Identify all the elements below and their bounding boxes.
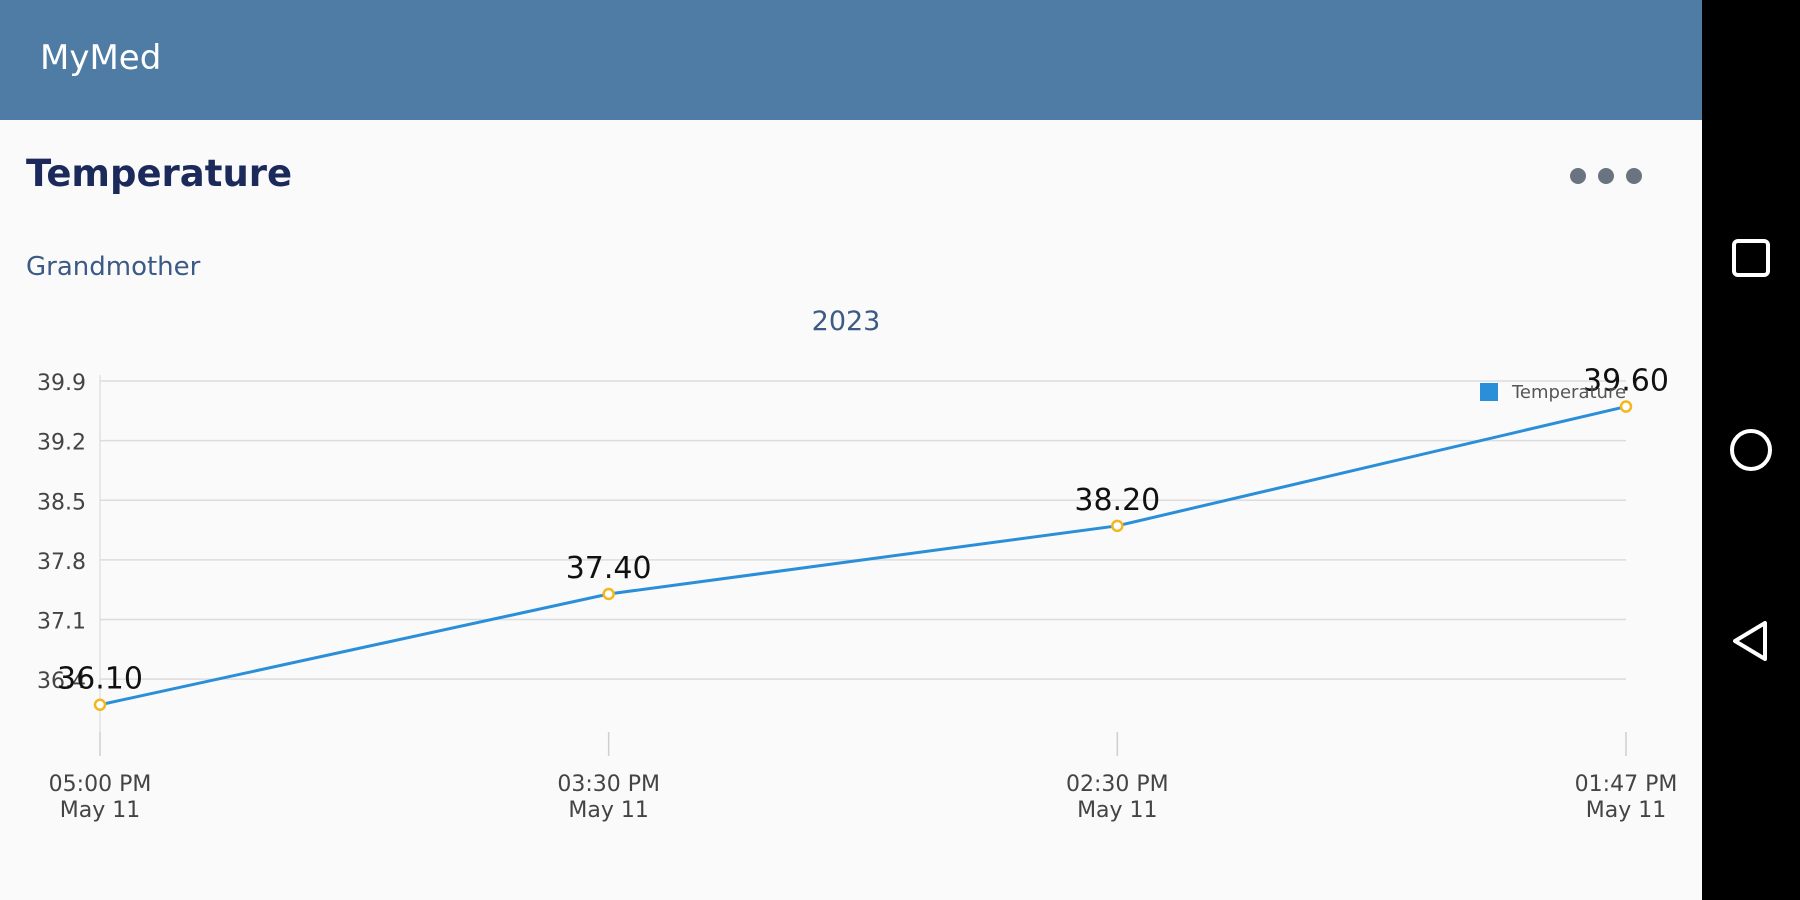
data-label: 36.10 [57,662,143,697]
y-tick-label: 38.5 [37,490,86,515]
more-options-button[interactable] [1570,160,1642,192]
x-tick-label: 03:30 PM May 11 [557,772,660,823]
data-point [1111,519,1124,533]
back-button[interactable] [1702,596,1800,686]
data-point [602,587,615,601]
app-title: MyMed [40,38,162,78]
legend-label: Temperature [1511,382,1626,403]
system-navigation-bar [1702,0,1800,900]
triangle-back-icon [1733,621,1767,661]
more-horizontal-icon [1570,168,1586,184]
square-recents-icon [1732,239,1770,277]
data-label: 37.40 [566,551,652,586]
x-tick-label: 01:47 PM May 11 [1575,772,1678,823]
app-screen: MyMed Temperature Grandmother 2023 36.4 37… [0,0,1702,900]
temperature-series-line [99,405,1627,707]
y-tick-label: 36.4 [37,669,86,694]
data-label: 38.20 [1074,483,1160,518]
x-tick-label: 05:00 PM May 11 [49,772,152,823]
data-point [1619,400,1633,413]
chart-title: 2023 [812,306,881,337]
app-bar: MyMed [0,0,1702,120]
y-tick-label: 37.1 [37,610,86,635]
more-horizontal-icon [1626,168,1642,184]
temperature-chart: 2023 36.4 37.1 37.8 38.5 39.2 39.9 05:00 PM May … [37,306,1678,823]
recents-button[interactable] [1702,213,1800,303]
y-tick-label: 39.2 [37,431,86,456]
y-tick-label: 37.8 [37,550,86,575]
y-tick-label: 39.9 [37,371,86,396]
circle-home-icon [1730,429,1772,471]
more-horizontal-icon [1598,168,1614,184]
page-title: Temperature [26,152,293,195]
legend-swatch [1480,383,1498,401]
home-button[interactable] [1702,405,1800,495]
data-point [93,698,107,711]
x-tick-label: 02:30 PM May 11 [1066,772,1169,823]
data-label: 39.60 [1583,364,1669,399]
subject-name: Grandmother [26,252,201,282]
